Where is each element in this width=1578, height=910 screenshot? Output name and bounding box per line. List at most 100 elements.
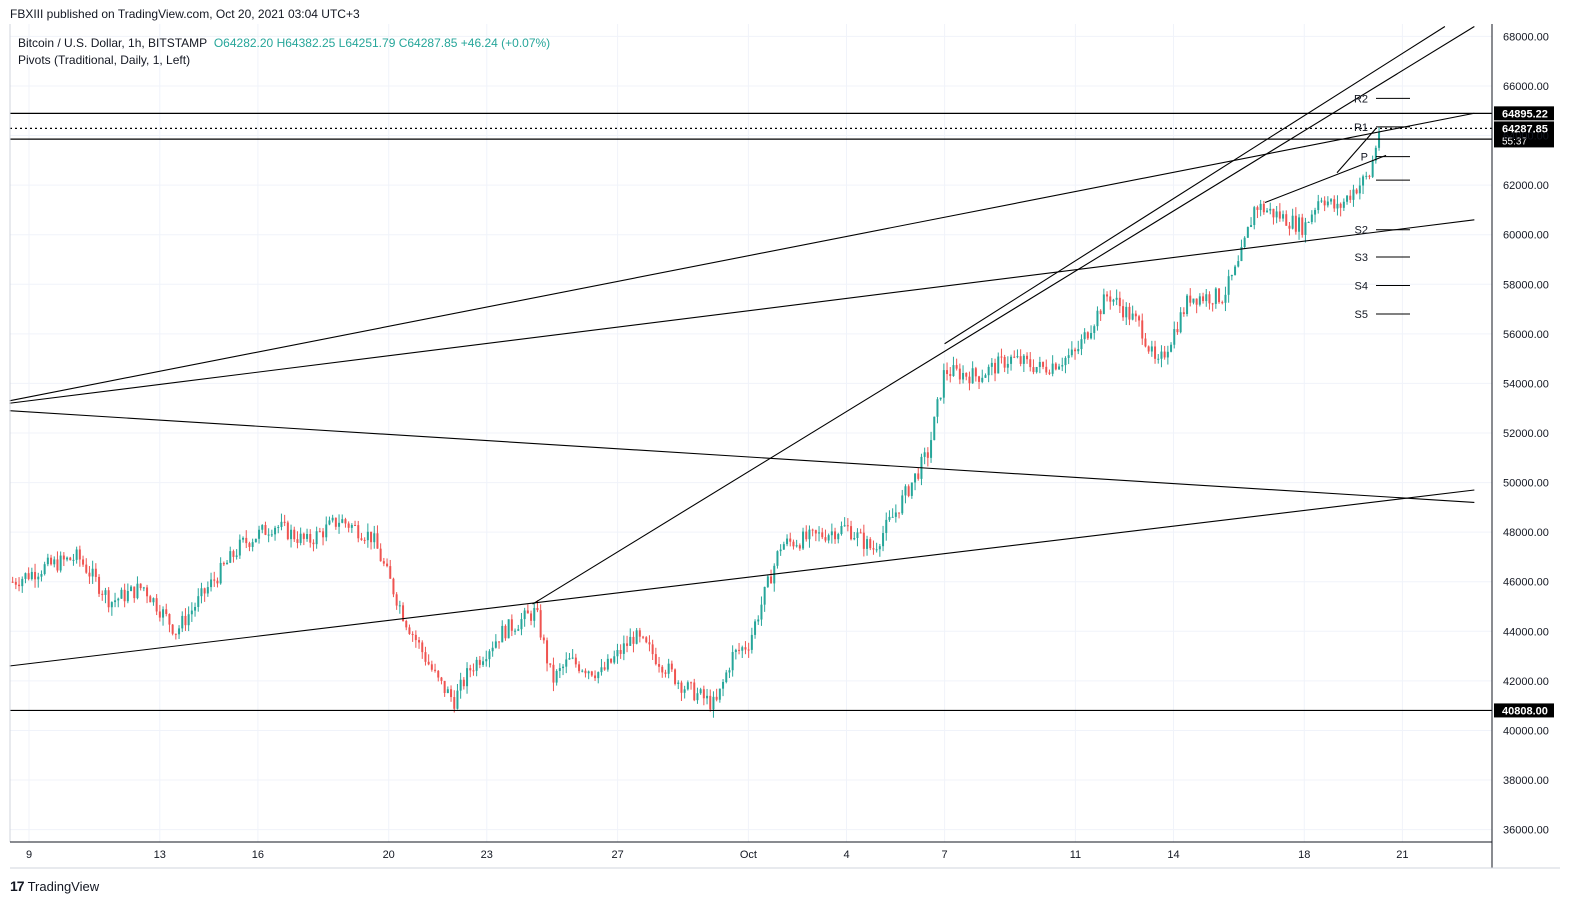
candle-body xyxy=(798,545,801,549)
candle-body xyxy=(1182,312,1185,315)
candle-body xyxy=(766,576,769,587)
candle-body xyxy=(1077,349,1080,352)
candle-body xyxy=(1291,215,1294,229)
candle-body xyxy=(456,690,459,709)
trendlines xyxy=(9,26,1475,667)
x-tick-label: 11 xyxy=(1070,849,1081,861)
candle-body xyxy=(171,624,174,634)
y-tick-label: 44000.00 xyxy=(1503,626,1549,638)
candle-body xyxy=(414,634,417,641)
candle-body xyxy=(162,609,165,618)
candle-body xyxy=(373,533,376,543)
candle-body xyxy=(872,548,875,550)
tradingview-branding[interactable]: 17 TradingView xyxy=(10,878,99,894)
candle-body xyxy=(1147,346,1150,352)
candle-body xyxy=(690,682,693,684)
candle-body xyxy=(1029,359,1032,368)
candle-body xyxy=(453,697,456,709)
publish-info: FBXIII published on TradingView.com, Oct… xyxy=(10,7,360,21)
candle-body xyxy=(184,615,187,626)
candle-body xyxy=(782,544,785,550)
candle-body xyxy=(1314,210,1317,215)
candle-body xyxy=(309,533,312,543)
candle-body xyxy=(1227,276,1230,295)
candle-body xyxy=(635,630,638,644)
candle-body xyxy=(306,533,309,539)
candle-body xyxy=(891,516,894,518)
candle-body xyxy=(40,574,43,577)
candle-body xyxy=(1064,357,1067,366)
candle-body xyxy=(146,587,149,597)
candle-body xyxy=(235,555,238,557)
candle-body xyxy=(549,663,552,665)
candle-body xyxy=(1358,185,1361,194)
candle-body xyxy=(510,619,513,631)
candle-body xyxy=(494,641,497,648)
candle-body xyxy=(344,519,347,524)
candle-body xyxy=(178,628,181,635)
candle-body xyxy=(1240,247,1243,262)
trendline xyxy=(9,410,1475,503)
y-tick-label: 66000.00 xyxy=(1503,81,1549,93)
candle-body xyxy=(168,614,171,625)
candle-body xyxy=(824,537,827,541)
x-tick-label: 7 xyxy=(942,849,948,861)
candle-body xyxy=(325,524,328,538)
candle-body xyxy=(485,659,488,662)
candle-body xyxy=(1013,356,1016,358)
candle-body xyxy=(581,670,584,672)
candle-body xyxy=(1218,288,1221,303)
candle-body xyxy=(1246,227,1249,238)
candle-body xyxy=(366,531,369,541)
x-tick-label: 23 xyxy=(481,849,493,861)
candle-body xyxy=(450,689,453,698)
candle-body xyxy=(379,548,382,562)
candle-body xyxy=(1349,195,1352,200)
legend-ohlc-row: Bitcoin / U.S. Dollar, 1h, BITSTAMP O642… xyxy=(18,35,550,52)
candle-body xyxy=(491,647,494,652)
candle-body xyxy=(78,549,81,560)
pivot-label: R1 xyxy=(1354,122,1368,134)
candle-body xyxy=(856,532,859,538)
candle-body xyxy=(210,579,213,588)
candle-body xyxy=(1010,356,1013,364)
candle-body xyxy=(702,689,705,699)
candle-body xyxy=(520,619,523,630)
brand-name: TradingView xyxy=(27,878,100,894)
candle-body xyxy=(56,559,59,571)
candle-body xyxy=(1080,339,1083,350)
candle-body xyxy=(885,519,888,534)
candle-body xyxy=(226,562,229,565)
candle-body xyxy=(1333,199,1336,209)
candle-body xyxy=(1131,313,1134,320)
candle-body xyxy=(530,613,533,621)
candle-body xyxy=(267,534,270,536)
y-tick-label: 68000.00 xyxy=(1503,31,1549,43)
candle-body xyxy=(939,397,942,400)
candle-body xyxy=(840,526,843,535)
y-tick-label: 42000.00 xyxy=(1503,676,1549,688)
candle-body xyxy=(1054,363,1057,370)
candle-body xyxy=(1157,358,1160,360)
y-tick-label: 62000.00 xyxy=(1503,180,1549,192)
candle-body xyxy=(1317,201,1320,211)
candle-body xyxy=(507,619,510,639)
candle-body xyxy=(350,525,353,528)
candle-body xyxy=(475,659,478,671)
candle-body xyxy=(1250,225,1253,228)
candle-body xyxy=(1112,299,1115,302)
candle-body xyxy=(654,654,657,665)
candle-body xyxy=(302,533,305,539)
candle-body xyxy=(66,557,69,560)
candle-body xyxy=(565,659,568,667)
candle-body xyxy=(837,534,840,540)
candle-body xyxy=(315,531,318,545)
candle-body xyxy=(1278,211,1281,219)
candle-body xyxy=(1342,201,1345,208)
candles xyxy=(11,127,1381,718)
candle-body xyxy=(469,668,472,671)
candle-body xyxy=(1170,344,1173,352)
candle-body xyxy=(882,533,885,547)
candle-body xyxy=(558,668,561,671)
